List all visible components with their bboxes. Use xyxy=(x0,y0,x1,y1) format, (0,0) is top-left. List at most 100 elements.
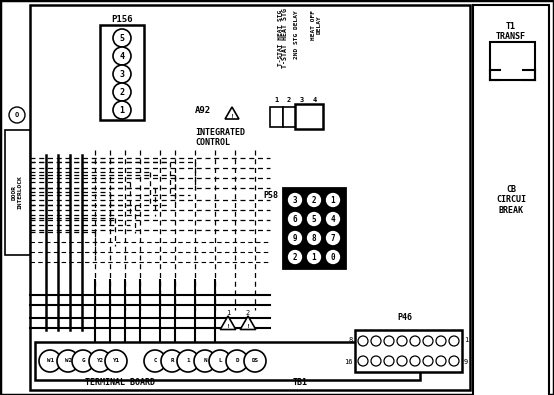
Text: 8: 8 xyxy=(349,337,353,343)
Circle shape xyxy=(244,350,266,372)
Bar xyxy=(490,42,535,80)
Circle shape xyxy=(113,65,131,83)
Text: 1: 1 xyxy=(186,359,190,363)
Text: W1: W1 xyxy=(47,359,54,363)
Bar xyxy=(30,5,470,390)
Text: R: R xyxy=(170,359,174,363)
Polygon shape xyxy=(220,316,236,329)
Circle shape xyxy=(397,336,407,346)
Text: 3: 3 xyxy=(293,196,297,205)
Circle shape xyxy=(287,211,303,227)
Circle shape xyxy=(325,211,341,227)
Circle shape xyxy=(306,249,322,265)
Bar xyxy=(309,107,322,127)
Circle shape xyxy=(113,47,131,65)
Text: TB1: TB1 xyxy=(293,378,307,387)
Circle shape xyxy=(194,350,216,372)
Circle shape xyxy=(449,336,459,346)
Text: Y1: Y1 xyxy=(112,359,120,363)
Circle shape xyxy=(371,336,381,346)
Text: 4: 4 xyxy=(331,214,335,224)
Text: T-STAT HEAT STG: T-STAT HEAT STG xyxy=(282,8,288,68)
Text: 1: 1 xyxy=(312,252,316,261)
Text: 2ND STG DELAY: 2ND STG DELAY xyxy=(294,10,299,59)
Circle shape xyxy=(89,350,111,372)
Circle shape xyxy=(287,230,303,246)
Circle shape xyxy=(423,336,433,346)
Bar xyxy=(5,130,30,255)
Circle shape xyxy=(209,350,231,372)
Circle shape xyxy=(39,350,61,372)
Text: P58: P58 xyxy=(263,190,278,199)
Text: 8: 8 xyxy=(312,233,316,243)
Circle shape xyxy=(358,356,368,366)
Text: P156: P156 xyxy=(111,15,133,24)
Bar xyxy=(296,107,309,127)
Text: INTEGRATED
CONTROL: INTEGRATED CONTROL xyxy=(195,128,245,147)
Text: 2: 2 xyxy=(120,88,125,96)
Text: O: O xyxy=(15,112,19,118)
Circle shape xyxy=(105,350,127,372)
Text: P46: P46 xyxy=(398,313,413,322)
Text: 4: 4 xyxy=(120,51,125,60)
Text: 4: 4 xyxy=(313,97,317,103)
Circle shape xyxy=(226,350,248,372)
Text: 1: 1 xyxy=(120,105,125,115)
Circle shape xyxy=(423,356,433,366)
Text: 2: 2 xyxy=(293,252,297,261)
Text: 5: 5 xyxy=(312,214,316,224)
Circle shape xyxy=(384,336,394,346)
Bar xyxy=(295,104,323,129)
Text: 16: 16 xyxy=(345,359,353,365)
Circle shape xyxy=(287,249,303,265)
Text: 5: 5 xyxy=(120,34,125,43)
Circle shape xyxy=(325,230,341,246)
Text: 1: 1 xyxy=(464,337,468,343)
Text: 9: 9 xyxy=(293,233,297,243)
Text: G: G xyxy=(81,359,85,363)
Circle shape xyxy=(9,107,25,123)
Circle shape xyxy=(113,83,131,101)
Bar xyxy=(473,5,549,395)
Polygon shape xyxy=(225,107,239,119)
Text: 3: 3 xyxy=(120,70,125,79)
Circle shape xyxy=(325,192,341,208)
Bar xyxy=(100,25,144,120)
Circle shape xyxy=(436,356,446,366)
Text: Y2: Y2 xyxy=(96,359,104,363)
Text: A92: A92 xyxy=(195,105,211,115)
Bar xyxy=(355,330,462,372)
Text: DOOR
INTERLOCK: DOOR INTERLOCK xyxy=(12,175,22,209)
Circle shape xyxy=(449,356,459,366)
Text: 7: 7 xyxy=(331,233,335,243)
Bar xyxy=(283,188,345,268)
Text: DS: DS xyxy=(252,359,259,363)
Text: HEAT OFF
DELAY: HEAT OFF DELAY xyxy=(311,10,321,40)
Polygon shape xyxy=(240,316,256,329)
Circle shape xyxy=(410,356,420,366)
Circle shape xyxy=(436,336,446,346)
Circle shape xyxy=(161,350,183,372)
Text: 1: 1 xyxy=(226,310,230,316)
Text: 9: 9 xyxy=(464,359,468,365)
Circle shape xyxy=(325,249,341,265)
Circle shape xyxy=(144,350,166,372)
Text: L: L xyxy=(218,359,222,363)
Circle shape xyxy=(177,350,199,372)
Text: 2: 2 xyxy=(246,310,250,316)
Text: 0: 0 xyxy=(331,252,335,261)
Text: 2: 2 xyxy=(312,196,316,205)
Text: 1: 1 xyxy=(274,97,278,103)
Text: 1: 1 xyxy=(331,196,335,205)
Text: W2: W2 xyxy=(64,359,71,363)
Text: 3: 3 xyxy=(300,97,304,103)
Text: !: ! xyxy=(230,113,234,118)
Text: 2: 2 xyxy=(287,97,291,103)
Circle shape xyxy=(410,336,420,346)
Circle shape xyxy=(384,356,394,366)
Circle shape xyxy=(57,350,79,372)
Text: T1
TRANSF: T1 TRANSF xyxy=(496,22,526,41)
Bar xyxy=(283,107,296,127)
Circle shape xyxy=(306,192,322,208)
Text: D: D xyxy=(235,359,239,363)
